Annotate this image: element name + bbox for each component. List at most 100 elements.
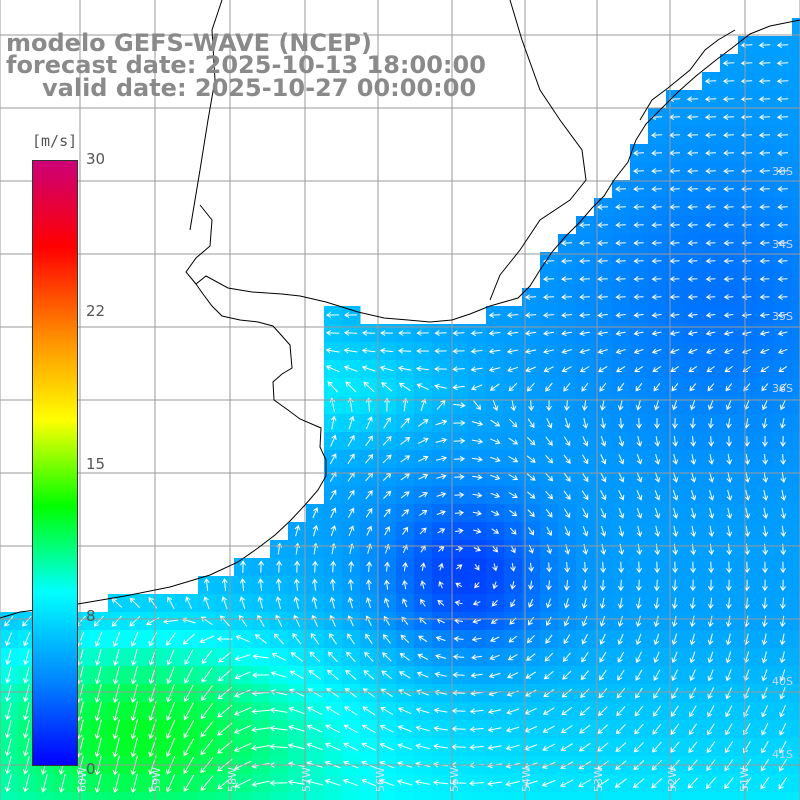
wind-arrow — [269, 780, 288, 787]
wind-arrow — [251, 744, 270, 751]
wind-arrow — [234, 689, 252, 698]
wind-arrow — [579, 706, 591, 716]
field-cell — [792, 216, 800, 235]
field-cell — [54, 792, 73, 800]
colorbar-tick-30: 30 — [86, 150, 106, 168]
wind-arrow — [762, 507, 769, 520]
wind-arrow — [761, 651, 768, 664]
wind-arrow — [525, 366, 536, 373]
wind-arrow — [270, 671, 287, 678]
wind-arrow — [528, 399, 535, 412]
wind-arrow — [707, 615, 714, 628]
wind-arrow — [94, 773, 102, 794]
wind-arrow — [491, 528, 500, 534]
wind-arrow — [200, 775, 214, 791]
wind-arrow — [415, 743, 430, 750]
wind-arrow — [562, 652, 571, 663]
wind-arrow — [545, 634, 553, 644]
wind-arrow — [635, 382, 643, 392]
wind-arrow — [780, 435, 786, 447]
wind-arrow — [221, 596, 228, 610]
field-cell — [792, 198, 800, 217]
wind-arrow — [654, 436, 661, 447]
wind-arrow — [653, 633, 660, 646]
wind-arrow — [581, 633, 588, 645]
wind-arrow — [276, 560, 283, 573]
field-cell — [792, 648, 800, 667]
wind-arrow — [4, 615, 14, 627]
wind-arrow — [689, 687, 697, 700]
wind-arrow — [524, 294, 537, 301]
wind-arrow — [240, 560, 246, 573]
wind-arrow — [269, 743, 288, 750]
wind-arrow — [415, 707, 430, 714]
wind-arrow — [435, 437, 448, 444]
wind-arrow — [469, 744, 484, 751]
wind-arrow — [653, 597, 660, 610]
wind-arrow — [543, 689, 555, 698]
wind-arrow — [760, 777, 770, 790]
field-cell — [612, 792, 631, 800]
wind-arrow — [762, 525, 769, 538]
wind-arrow — [312, 560, 319, 573]
wind-arrow — [452, 689, 466, 696]
wind-arrow — [112, 773, 120, 794]
wind-arrow — [343, 329, 358, 336]
wind-arrow — [166, 684, 175, 703]
wind-arrow — [325, 312, 340, 318]
field-cell — [648, 792, 667, 800]
wind-arrow — [687, 330, 698, 336]
wind-arrow — [726, 471, 733, 483]
wind-arrow — [523, 780, 538, 787]
wind-arrow — [22, 720, 30, 739]
wind-arrow — [708, 471, 715, 483]
wind-arrow — [579, 276, 590, 282]
wind-arrow — [759, 168, 770, 174]
longitude-label: 52W — [666, 767, 679, 792]
wind-arrow — [635, 579, 642, 592]
wind-arrow — [508, 418, 518, 428]
field-cell — [144, 792, 163, 800]
wind-arrow — [347, 633, 355, 645]
latitude-label: 35S — [772, 310, 793, 323]
wind-arrow — [758, 78, 771, 85]
field-cell — [486, 792, 505, 800]
wind-arrow — [687, 204, 698, 210]
wind-arrow — [112, 631, 121, 647]
wind-arrow — [251, 726, 270, 733]
wind-arrow — [778, 365, 788, 373]
wind-arrow — [582, 526, 589, 537]
wind-arrow — [401, 526, 409, 535]
wind-arrow — [382, 436, 392, 446]
wind-arrow — [203, 596, 210, 610]
wind-arrow — [433, 707, 448, 714]
wind-arrow — [112, 666, 120, 685]
coastline — [0, 19, 800, 619]
wind-arrow — [473, 528, 482, 534]
wind-arrow — [325, 347, 340, 354]
wind-arrow — [455, 528, 464, 534]
wind-arrow — [201, 667, 213, 683]
wind-arrow — [617, 669, 625, 681]
wind-arrow — [94, 701, 102, 722]
wind-arrow — [635, 687, 643, 699]
wind-arrow — [183, 684, 194, 703]
wind-arrow — [469, 726, 484, 733]
wind-arrow — [761, 615, 768, 628]
wind-arrow — [687, 312, 698, 318]
wind-arrow — [759, 204, 770, 210]
wind-arrow — [510, 581, 516, 590]
wind-arrow — [148, 596, 158, 609]
wind-arrow — [561, 688, 572, 698]
wind-arrow — [581, 597, 588, 609]
field-cell — [0, 792, 19, 800]
wind-arrow — [708, 436, 715, 447]
wind-arrow — [725, 687, 732, 700]
wind-arrow — [779, 669, 786, 682]
wind-arrow — [330, 415, 337, 430]
wind-arrow — [365, 633, 373, 644]
wind-arrow — [725, 633, 732, 646]
wind-arrow — [507, 672, 519, 679]
field-cell — [792, 594, 800, 613]
wind-arrow — [632, 778, 645, 788]
